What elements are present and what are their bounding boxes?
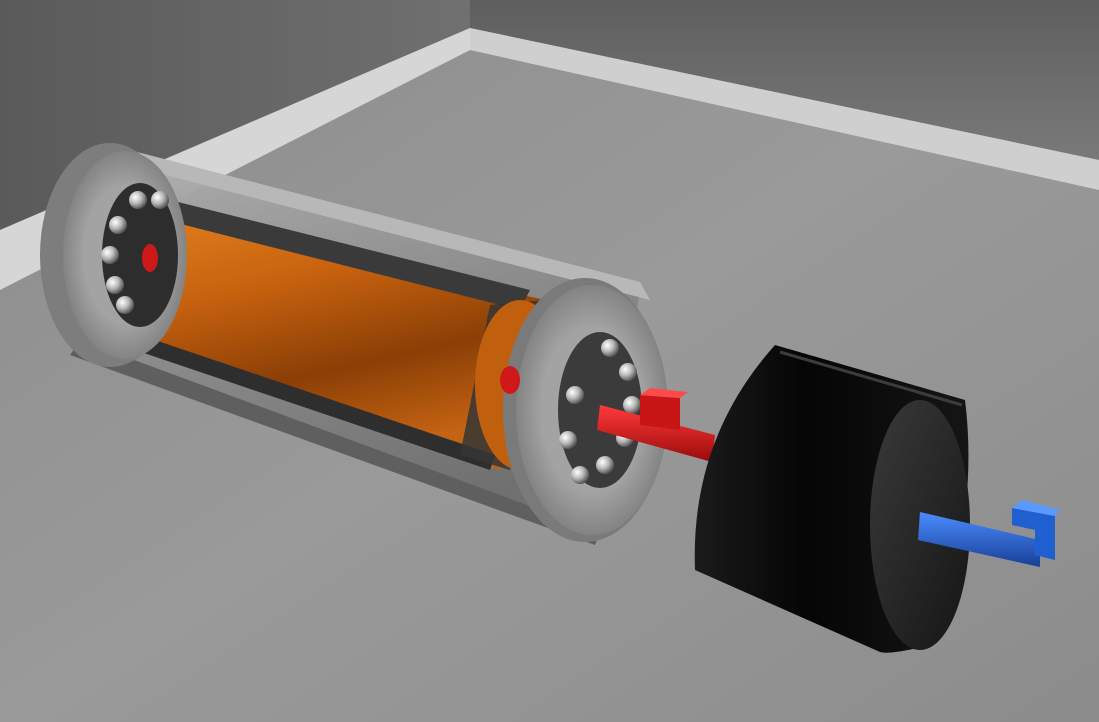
- red-shaft: [500, 366, 715, 462]
- housing-bottom-rim: [70, 340, 600, 545]
- magnet-top: [165, 200, 530, 310]
- magnet-bottom: [135, 335, 495, 470]
- rear-bearing-balls: [101, 191, 169, 314]
- blue-key: [1012, 508, 1055, 560]
- rear-end-cap: [40, 143, 187, 367]
- blue-shaft: [918, 500, 1060, 567]
- copper-body: [135, 210, 545, 470]
- baseboard-back: [470, 28, 1099, 190]
- red-key: [640, 395, 680, 430]
- housing-top-rim: [110, 145, 650, 300]
- front-bearing-balls: [559, 339, 641, 484]
